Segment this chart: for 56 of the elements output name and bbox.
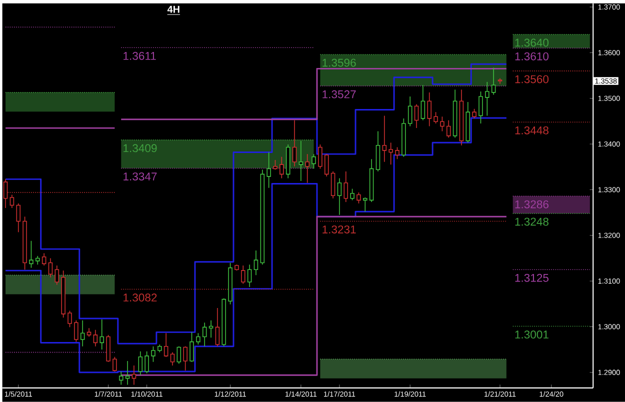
candlestick xyxy=(10,194,14,208)
candlestick xyxy=(330,171,336,199)
candlestick xyxy=(427,92,432,127)
candlestick xyxy=(100,319,104,350)
series-label: 1.3231 xyxy=(322,226,356,234)
candlestick xyxy=(247,264,252,288)
series-label: 1.3347 xyxy=(124,172,157,181)
candlestick xyxy=(125,360,130,386)
candlestick xyxy=(452,89,458,138)
candlestick xyxy=(118,371,124,386)
candlestick xyxy=(344,171,348,202)
series-label: 1.3001 xyxy=(515,330,548,339)
candlestick xyxy=(36,256,40,266)
candlestick xyxy=(369,158,374,202)
candlestick xyxy=(337,178,342,216)
candlestick xyxy=(266,152,271,188)
candlestick xyxy=(491,67,496,96)
candlestick xyxy=(254,250,258,276)
candlestick xyxy=(459,89,464,146)
series-label: 1.3560 xyxy=(515,75,549,84)
candlestick xyxy=(376,130,380,172)
candlestick xyxy=(446,120,451,138)
candlestick xyxy=(420,84,426,121)
candlestick xyxy=(298,140,304,182)
candlestick xyxy=(382,115,387,162)
candlestick xyxy=(292,120,297,167)
series-label: 1.3610 xyxy=(515,52,549,60)
candlestick xyxy=(485,82,490,116)
chart-title: 4H xyxy=(167,6,180,13)
series-label: 1.3640 xyxy=(515,38,549,47)
candlestick xyxy=(215,308,220,347)
series-label: 1.3448 xyxy=(515,126,548,134)
candlestick xyxy=(80,320,85,347)
candlestick xyxy=(286,144,290,179)
series-label: 1.3611 xyxy=(124,52,156,60)
series-label: 1.3527 xyxy=(322,90,356,98)
candlestick xyxy=(208,320,214,338)
series-label: 1.3286 xyxy=(515,200,548,208)
candlestick xyxy=(260,169,265,266)
candlestick xyxy=(408,96,412,127)
candlestick xyxy=(86,328,92,338)
candlestick xyxy=(54,265,60,286)
series-label: 1.3248 xyxy=(515,218,548,226)
series-label: 1.3409 xyxy=(124,144,157,152)
series-label: 1.3596 xyxy=(322,58,356,67)
candlestick xyxy=(164,332,168,358)
series-label: 1.3082 xyxy=(124,294,157,302)
candlestick xyxy=(42,252,46,266)
candlestick xyxy=(16,203,21,233)
candlestick xyxy=(138,351,143,376)
series-label: 1.3125 xyxy=(515,274,548,282)
candlestick xyxy=(202,322,207,347)
candlestick xyxy=(93,330,98,347)
candlestick xyxy=(466,102,470,144)
candlestick xyxy=(241,265,246,284)
candlestick xyxy=(48,258,53,278)
